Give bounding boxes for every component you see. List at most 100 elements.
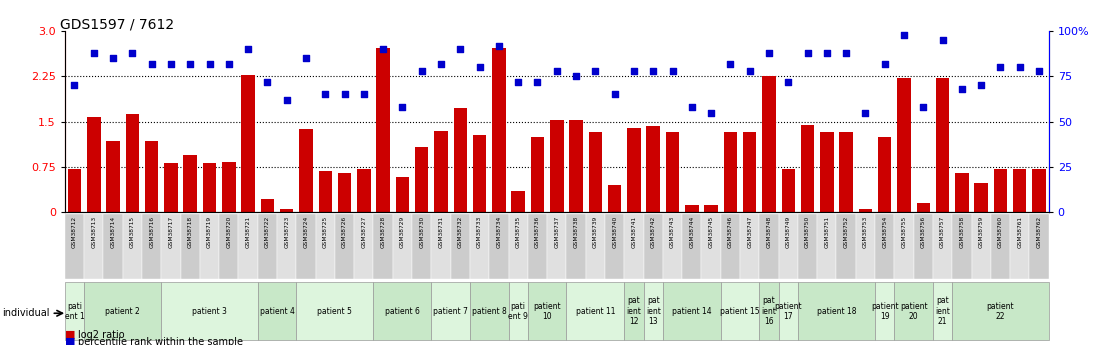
Text: patient 2: patient 2 xyxy=(105,307,140,316)
Bar xyxy=(241,75,255,212)
Text: patient 11: patient 11 xyxy=(576,307,615,316)
Bar xyxy=(567,214,586,279)
Point xyxy=(1030,68,1048,74)
Text: GSM38733: GSM38733 xyxy=(477,216,482,248)
Point xyxy=(297,56,315,61)
Text: GSM38726: GSM38726 xyxy=(342,216,347,248)
Bar xyxy=(531,137,544,212)
Point xyxy=(239,47,257,52)
Bar xyxy=(260,199,274,212)
Point xyxy=(973,82,991,88)
Bar xyxy=(740,214,759,279)
Text: pati
ent 1: pati ent 1 xyxy=(65,302,84,321)
Bar xyxy=(470,214,490,279)
Text: GDS1597 / 7612: GDS1597 / 7612 xyxy=(60,17,174,31)
Text: GSM38724: GSM38724 xyxy=(303,216,309,248)
Text: GSM38732: GSM38732 xyxy=(457,216,463,248)
Bar xyxy=(161,214,181,279)
Text: GSM38721: GSM38721 xyxy=(246,216,250,248)
Text: patient
19: patient 19 xyxy=(871,302,899,321)
Text: GSM38749: GSM38749 xyxy=(786,216,790,248)
Text: patient
22: patient 22 xyxy=(987,302,1014,321)
Point xyxy=(509,79,527,85)
Text: GSM38744: GSM38744 xyxy=(690,216,694,248)
Bar xyxy=(894,214,913,279)
Text: patient 6: patient 6 xyxy=(385,307,420,316)
Bar xyxy=(624,282,644,340)
Bar xyxy=(991,214,1010,279)
Bar xyxy=(778,214,798,279)
Point xyxy=(896,32,913,38)
Point xyxy=(200,61,218,67)
Bar xyxy=(953,214,972,279)
Text: GSM38743: GSM38743 xyxy=(670,216,675,248)
Bar xyxy=(125,114,139,212)
Point xyxy=(798,50,816,56)
Point xyxy=(162,61,180,67)
Bar xyxy=(1010,214,1030,279)
Point xyxy=(432,61,449,67)
Point xyxy=(85,50,103,56)
Bar xyxy=(277,214,296,279)
Text: pat
ient
12: pat ient 12 xyxy=(626,296,642,326)
Point xyxy=(702,110,720,115)
Bar xyxy=(972,214,991,279)
Point xyxy=(837,50,855,56)
Bar xyxy=(836,214,855,279)
Bar xyxy=(315,214,335,279)
Bar xyxy=(528,214,547,279)
Point xyxy=(625,68,643,74)
Text: GSM38760: GSM38760 xyxy=(998,216,1003,248)
Bar xyxy=(258,214,277,279)
Point xyxy=(818,50,836,56)
Bar xyxy=(473,135,486,212)
Text: GSM38750: GSM38750 xyxy=(805,216,811,248)
Bar xyxy=(222,162,236,212)
Bar xyxy=(415,147,428,212)
Point xyxy=(277,97,295,103)
Text: GSM38716: GSM38716 xyxy=(149,216,154,248)
Point xyxy=(1011,65,1029,70)
Bar xyxy=(682,214,701,279)
Bar xyxy=(721,282,759,340)
Point xyxy=(490,43,508,48)
Bar xyxy=(1013,169,1026,212)
Text: GSM38712: GSM38712 xyxy=(72,216,77,248)
Text: GSM38736: GSM38736 xyxy=(536,216,540,248)
Text: GSM38754: GSM38754 xyxy=(882,216,888,248)
Bar xyxy=(875,282,894,340)
Bar xyxy=(470,282,509,340)
Bar xyxy=(547,214,567,279)
Text: patient 14: patient 14 xyxy=(672,307,712,316)
Text: individual: individual xyxy=(2,308,49,318)
Bar xyxy=(142,214,161,279)
Bar xyxy=(300,129,313,212)
Bar xyxy=(65,282,84,340)
Text: patient 18: patient 18 xyxy=(817,307,856,316)
Point xyxy=(587,68,605,74)
Bar xyxy=(663,214,682,279)
Bar xyxy=(759,214,778,279)
Bar xyxy=(434,131,448,212)
Text: GSM38714: GSM38714 xyxy=(111,216,115,248)
Bar xyxy=(778,282,798,340)
Text: pat
ient
13: pat ient 13 xyxy=(646,296,661,326)
Bar xyxy=(953,282,1049,340)
Bar xyxy=(821,132,834,212)
Bar xyxy=(335,214,354,279)
Point xyxy=(992,65,1010,70)
Bar xyxy=(161,282,258,340)
Bar xyxy=(627,128,641,212)
Bar xyxy=(84,214,104,279)
Bar xyxy=(1030,214,1049,279)
Bar xyxy=(665,132,680,212)
Point xyxy=(644,68,662,74)
Point xyxy=(66,82,84,88)
Bar xyxy=(145,141,159,212)
Bar xyxy=(994,169,1007,212)
Bar xyxy=(608,185,622,212)
Text: GSM38751: GSM38751 xyxy=(824,216,830,248)
Bar xyxy=(432,282,470,340)
Bar xyxy=(200,214,219,279)
Text: GSM38761: GSM38761 xyxy=(1017,216,1022,248)
